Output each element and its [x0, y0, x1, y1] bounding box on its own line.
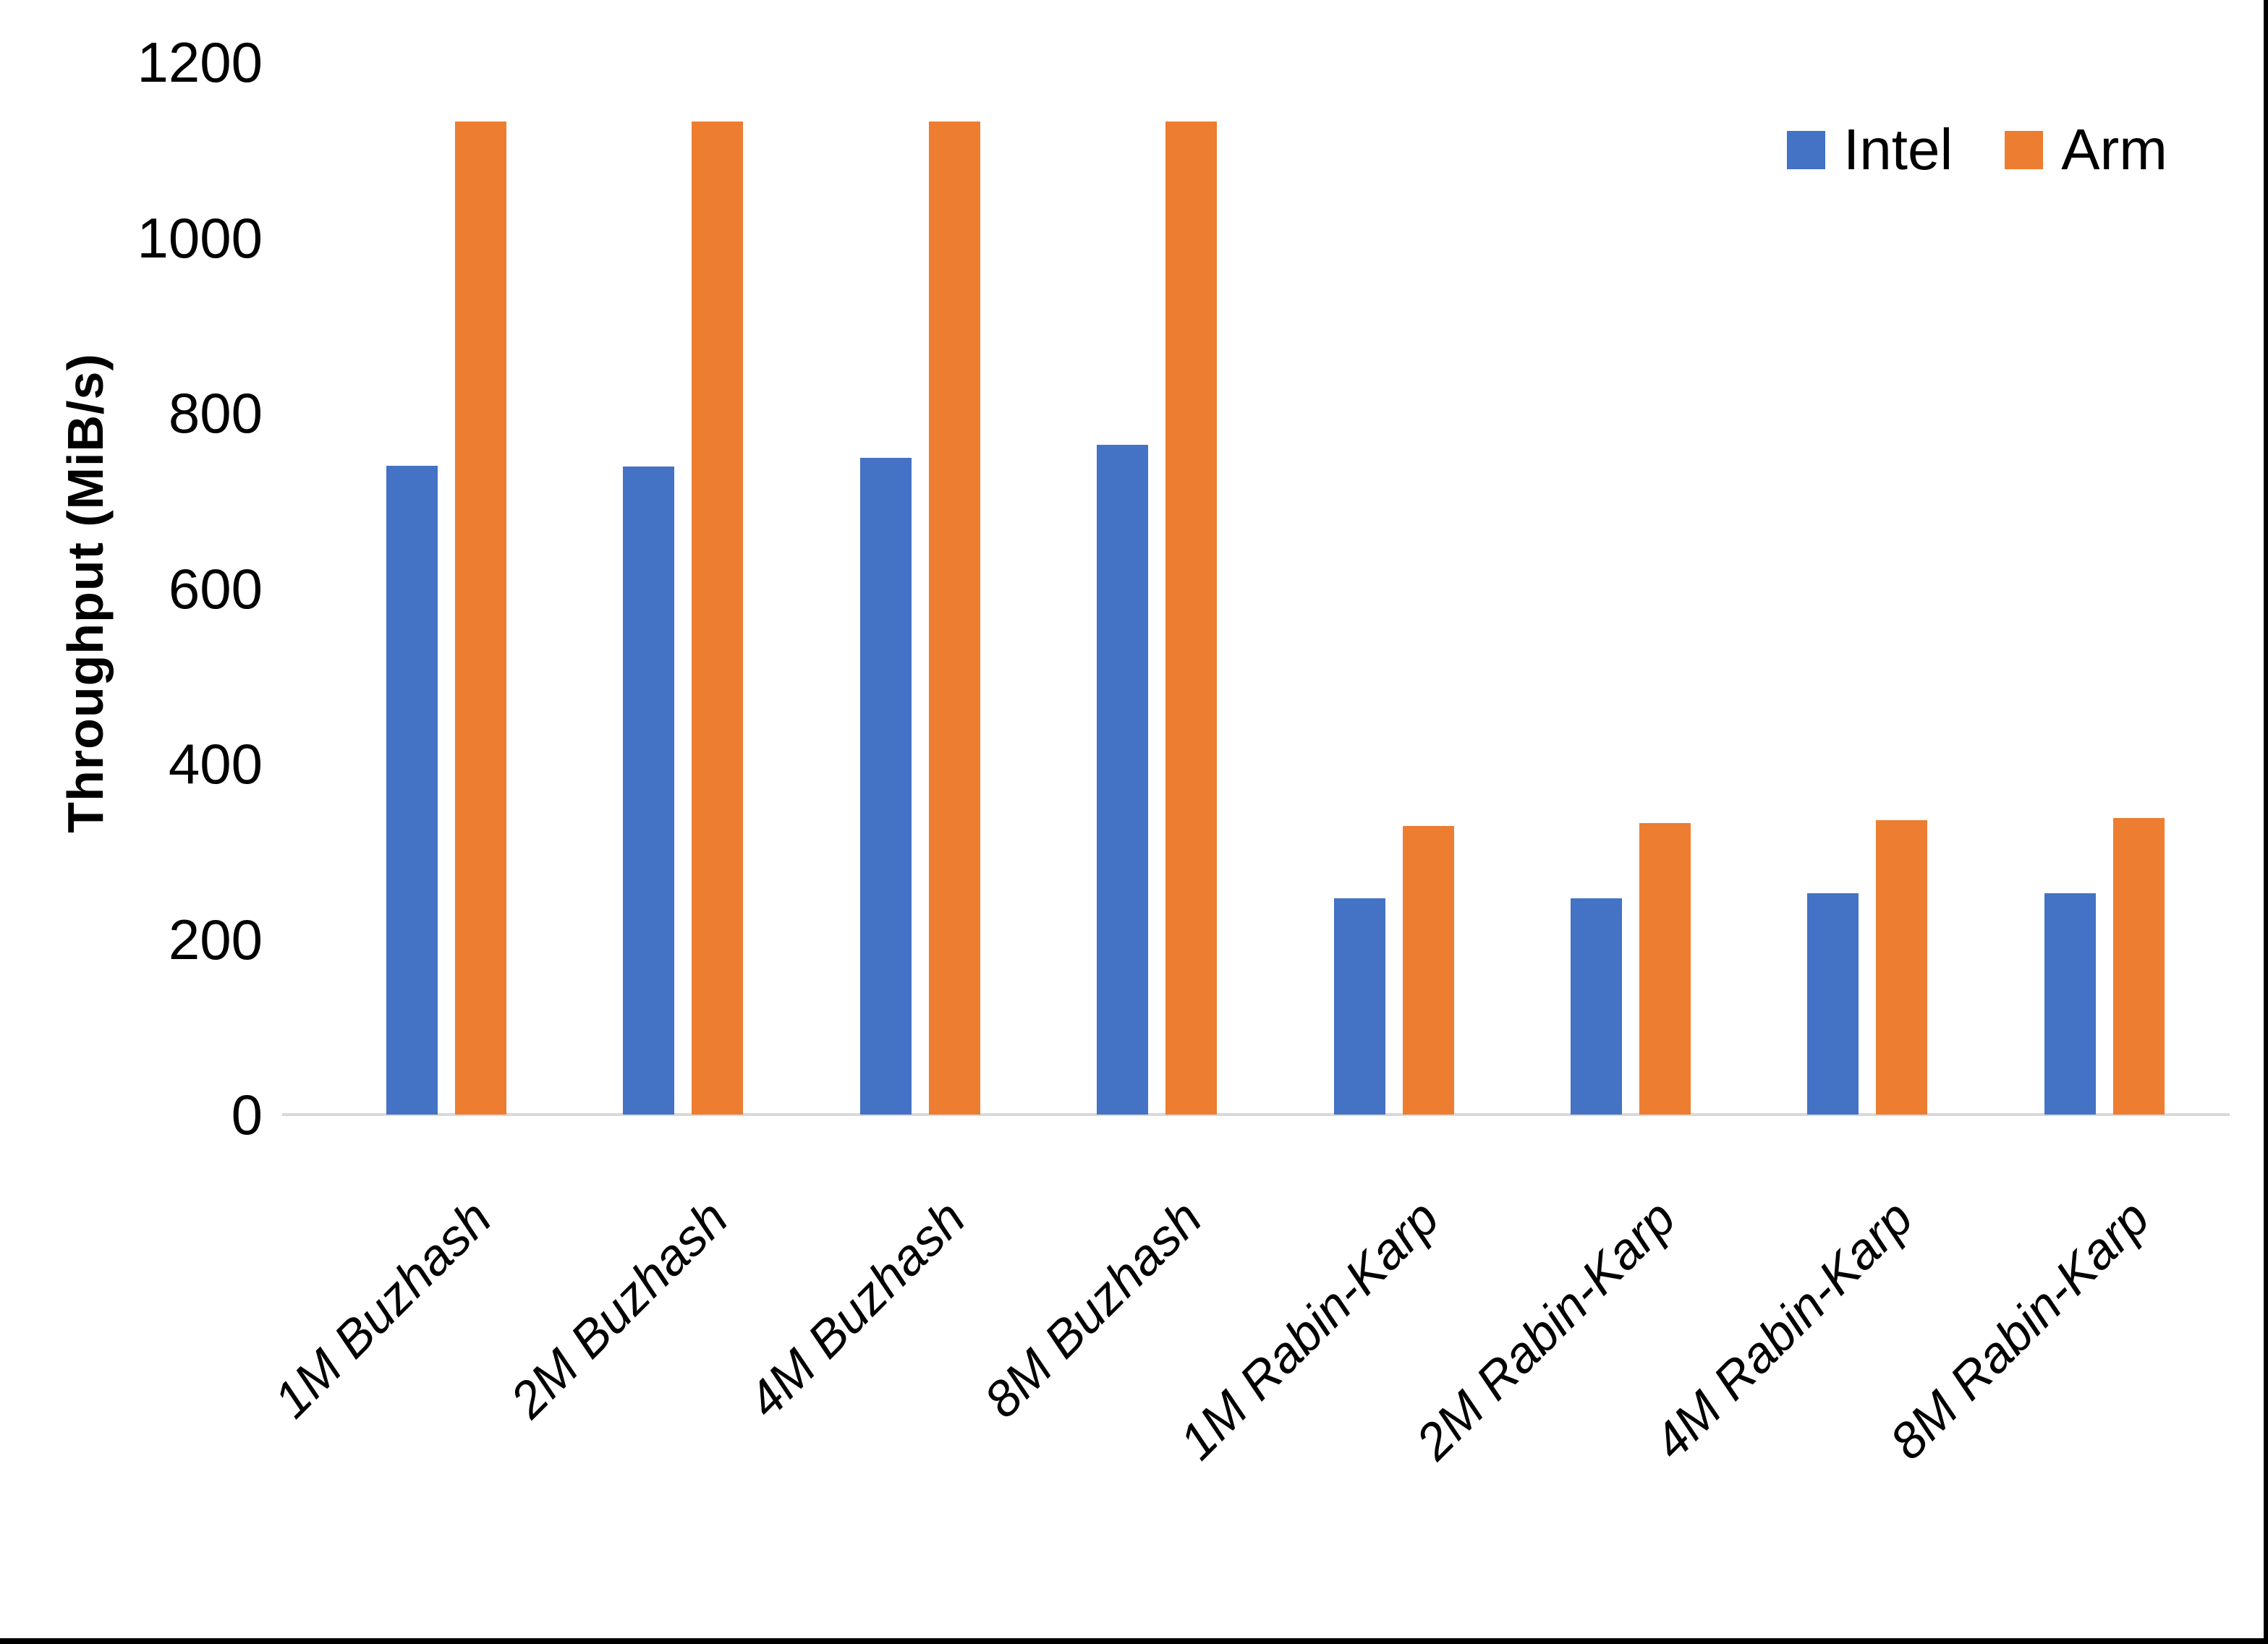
x-category-label-4m-rabin-karp: 4M Rabin-Karp [1642, 1189, 1924, 1470]
bar-arm-4m-buzhash [929, 122, 980, 1115]
y-tick-label-600: 600 [168, 556, 263, 621]
y-tick-label-0: 0 [231, 1083, 263, 1146]
bar-intel-1m-rabin-karp [1334, 898, 1385, 1115]
bar-intel-1m-buzhash [386, 466, 438, 1115]
y-axis-title: Throughput (MiB/s) [57, 353, 114, 833]
x-category-label-4m-buzhash: 4M Buzhash [736, 1189, 976, 1428]
y-tick-label-1000: 1000 [137, 205, 263, 270]
bar-arm-2m-buzhash [692, 122, 743, 1115]
y-tick-label-800: 800 [168, 381, 263, 445]
x-category-label-1m-rabin-karp: 1M Rabin-Karp [1168, 1189, 1450, 1470]
screenshot-bottom-border [0, 1638, 2268, 1644]
x-category-label-2m-buzhash: 2M Buzhash [499, 1189, 739, 1428]
arm-legend-swatch [2005, 130, 2044, 169]
x-category-label-8m-rabin-karp: 8M Rabin-Karp [1879, 1189, 2160, 1470]
y-tick-label-200: 200 [168, 907, 263, 971]
bar-arm-8m-rabin-karp [2113, 818, 2165, 1115]
bar-intel-4m-rabin-karp [1807, 893, 1859, 1115]
legend-item-arm: Arm [2005, 121, 2167, 179]
bar-arm-4m-rabin-karp [1876, 820, 1927, 1115]
bar-arm-2m-rabin-karp [1639, 823, 1691, 1115]
intel-legend-label: Intel [1843, 117, 1953, 182]
y-tick-label-1200: 1200 [137, 30, 263, 94]
legend-item-intel: Intel [1787, 121, 1953, 179]
bar-intel-2m-buzhash [623, 467, 674, 1115]
x-category-label-8m-buzhash: 8M Buzhash [973, 1189, 1212, 1428]
arm-legend-label: Arm [2061, 117, 2167, 182]
x-axis-line [282, 1113, 2230, 1116]
bar-arm-1m-buzhash [455, 122, 506, 1115]
bar-intel-2m-rabin-karp [1571, 898, 1622, 1115]
bar-intel-4m-buzhash [860, 458, 912, 1115]
intel-legend-swatch [1787, 130, 1825, 169]
bar-intel-8m-rabin-karp [2044, 893, 2096, 1115]
bar-arm-1m-rabin-karp [1403, 826, 1454, 1115]
x-category-label-1m-buzhash: 1M Buzhash [263, 1189, 502, 1428]
x-category-label-2m-rabin-karp: 2M Rabin-Karp [1405, 1189, 1686, 1470]
bar-arm-8m-buzhash [1165, 122, 1217, 1115]
bar-intel-8m-buzhash [1097, 445, 1148, 1115]
y-tick-label-400: 400 [168, 732, 263, 796]
screenshot-right-border [2264, 0, 2268, 1644]
legend: Intel Arm [1787, 110, 2167, 189]
